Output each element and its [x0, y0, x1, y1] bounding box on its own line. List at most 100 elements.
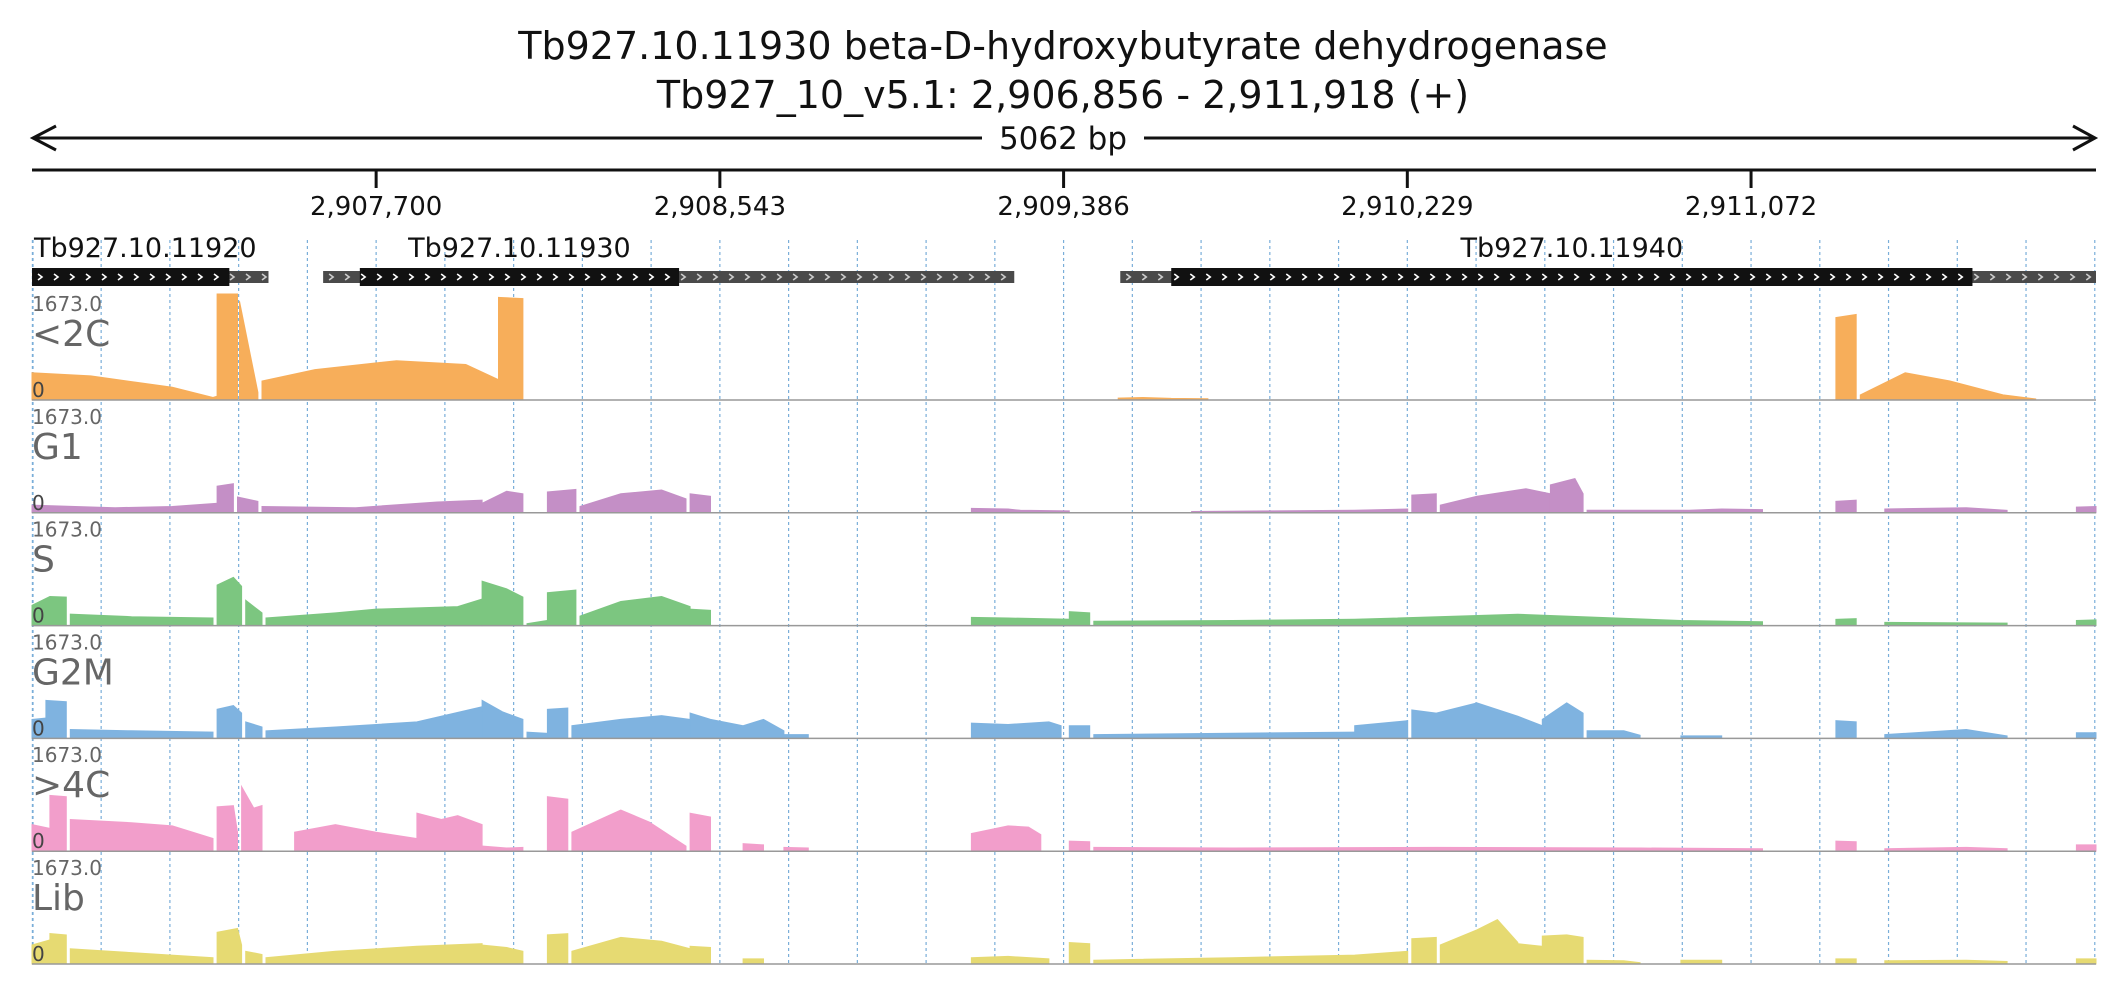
coverage-area	[1068, 941, 1091, 965]
coverage-area	[69, 613, 214, 627]
strand-arrow	[904, 273, 911, 281]
coverage-area	[265, 943, 483, 965]
gene-cds	[359, 268, 680, 286]
strand-arrow	[197, 273, 204, 281]
strand-arrow	[1781, 273, 1788, 281]
span-label: 5062 bp	[999, 121, 1127, 157]
coverage-area	[216, 805, 238, 852]
strand-arrow	[1909, 273, 1916, 281]
strand-arrow	[1381, 273, 1388, 281]
coverage-area	[1884, 728, 2008, 739]
strand-arrow	[1429, 273, 1436, 281]
coverage-area	[970, 616, 1070, 627]
strand-arrow	[1445, 273, 1452, 281]
strand-arrow	[1861, 273, 1868, 281]
coverage-area	[1517, 943, 1543, 965]
strand-arrow	[600, 273, 607, 281]
strand-arrow	[1509, 273, 1516, 281]
coverage-area	[216, 704, 243, 739]
track-zero-label: 0	[32, 604, 45, 628]
strand-arrow	[69, 273, 76, 281]
strand-arrow	[165, 273, 172, 281]
coverage-area	[579, 489, 687, 514]
strand-arrow	[808, 273, 815, 281]
strand-arrow	[1000, 273, 1007, 281]
strand-arrow	[2037, 273, 2044, 281]
coverage-area	[689, 712, 785, 739]
coverage-area	[571, 715, 691, 739]
strand-arrow	[504, 273, 511, 281]
strand-arrow	[1669, 273, 1676, 281]
strand-arrow	[472, 273, 479, 281]
coverage-track: 1673.0 0 <2C	[31, 292, 2096, 402]
coverage-area	[216, 293, 238, 401]
strand-arrow	[344, 273, 351, 281]
tick-label: 2,907,700	[310, 192, 442, 222]
strand-arrow	[936, 273, 943, 281]
strand-arrow	[1845, 273, 1852, 281]
track-name: >4C	[32, 765, 110, 806]
coverage-area	[526, 619, 548, 627]
strand-arrow	[1797, 273, 1804, 281]
strand-arrow	[1269, 273, 1276, 281]
coverage-area	[1549, 478, 1584, 514]
strand-arrow	[488, 273, 495, 281]
strand-arrow	[1925, 273, 1932, 281]
coverage-area	[2075, 619, 2097, 627]
strand-arrow	[2085, 273, 2092, 281]
strand-arrow	[1653, 273, 1660, 281]
coverage-area	[526, 731, 548, 739]
strand-arrow	[1141, 273, 1148, 281]
coverage-area	[1439, 918, 1519, 965]
span-arrow	[29, 124, 2099, 152]
strand-arrow	[328, 273, 335, 281]
coverage-area	[69, 728, 214, 739]
coverage-area	[261, 360, 499, 401]
grid-lines	[31, 240, 2096, 963]
coverage-area	[1541, 702, 1584, 739]
strand-arrow	[392, 273, 399, 281]
track-name: G2M	[32, 652, 114, 693]
coverage-area	[1835, 499, 1857, 514]
strand-arrow	[1989, 273, 1996, 281]
coverage-area	[1439, 488, 1551, 514]
tick-label: 2,910,229	[1341, 192, 1473, 222]
coverage-area	[742, 843, 764, 852]
strand-arrow	[552, 273, 559, 281]
coverage-area	[571, 809, 687, 852]
coverage-area	[1586, 730, 1641, 739]
coverage-area	[689, 945, 711, 965]
strand-arrow	[37, 273, 44, 281]
strand-arrow	[1157, 273, 1164, 281]
track-name: Lib	[32, 878, 85, 919]
strand-arrow	[1285, 273, 1292, 281]
coverage-track: 1673.0 0 G2M	[31, 630, 2097, 740]
strand-arrow	[872, 273, 879, 281]
coverage-area	[1835, 840, 1857, 852]
strand-arrow	[824, 273, 831, 281]
coverage-area	[216, 927, 243, 965]
tick-label: 2,909,386	[997, 192, 1129, 222]
strand-arrow	[1749, 273, 1756, 281]
strand-arrow	[776, 273, 783, 281]
coverage-area	[970, 955, 1050, 965]
strand-arrow	[680, 273, 687, 281]
coverage-area	[546, 707, 569, 739]
strand-arrow	[1733, 273, 1740, 281]
strand-arrow	[149, 273, 156, 281]
chart-title: Tb927.10.11930 beta-D-hydroxybutyrate de…	[517, 24, 1607, 68]
coverage-area	[294, 824, 418, 852]
strand-arrow	[376, 273, 383, 281]
track-max-label: 1673.0	[32, 292, 102, 316]
strand-arrow	[952, 273, 959, 281]
strand-arrow	[1477, 273, 1484, 281]
coverage-area	[481, 490, 524, 514]
coverage-area	[481, 944, 524, 965]
coverage-area	[1835, 618, 1857, 627]
coverage-area	[245, 950, 263, 965]
strand-arrow	[1685, 273, 1692, 281]
coverage-track: 1673.0 0 G1	[31, 405, 2097, 515]
coverage-area	[481, 845, 524, 852]
coverage-area	[1093, 613, 1763, 627]
strand-arrow	[536, 273, 543, 281]
